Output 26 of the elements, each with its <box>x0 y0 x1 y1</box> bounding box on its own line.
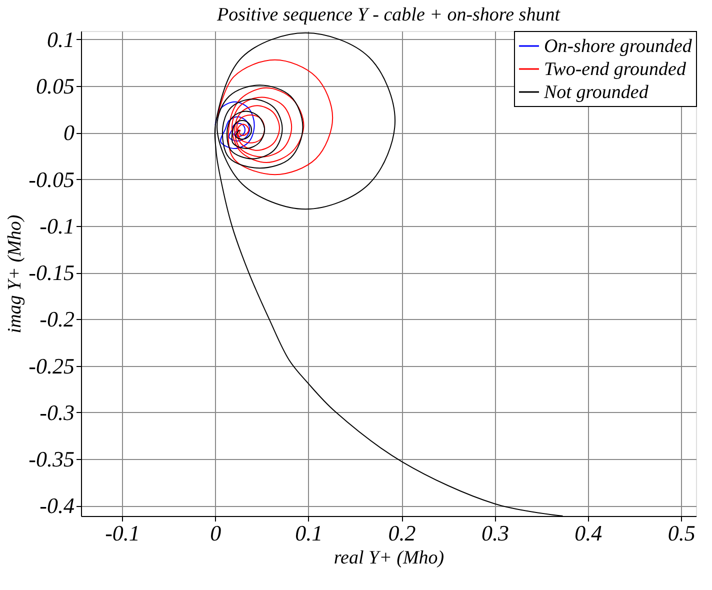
chart-title: Positive sequence Y - cable + on-shore shunt <box>216 4 561 26</box>
y-tick-label: -0.35 <box>28 446 74 472</box>
x-tick-label: 0.5 <box>668 520 696 546</box>
y-tick-label: -0.2 <box>40 306 74 332</box>
legend-label: Two-end grounded <box>544 59 686 80</box>
x-tick-label: 0.4 <box>574 520 602 546</box>
x-tick-label: 0 <box>210 520 222 546</box>
x-axis-title: real Y+ (Mho) <box>334 548 444 568</box>
x-tick-label: 0.3 <box>481 520 509 546</box>
x-tick-label: 0.1 <box>295 520 323 546</box>
y-tick-label: -0.1 <box>40 213 74 238</box>
line-series <box>216 59 334 176</box>
line-series <box>214 101 255 150</box>
x-tick-label: 0.2 <box>388 520 416 546</box>
y-tick-label: 0.1 <box>47 26 74 52</box>
legend-label: Not grounded <box>543 82 649 103</box>
y-tick-label: -0.05 <box>28 166 74 192</box>
y-tick-label: -0.4 <box>40 493 74 518</box>
legend-label: On-shore grounded <box>544 36 692 57</box>
y-axis-title: imag Y+ (Mho) <box>4 214 26 334</box>
y-tick-label: 0 <box>64 120 74 146</box>
y-tick-label: -0.3 <box>40 400 74 425</box>
y-tick-label: -0.15 <box>28 260 74 286</box>
y-tick-label: 0.05 <box>36 74 74 99</box>
y-tick-label: -0.25 <box>28 353 74 378</box>
x-tick-label: -0.1 <box>105 520 140 546</box>
